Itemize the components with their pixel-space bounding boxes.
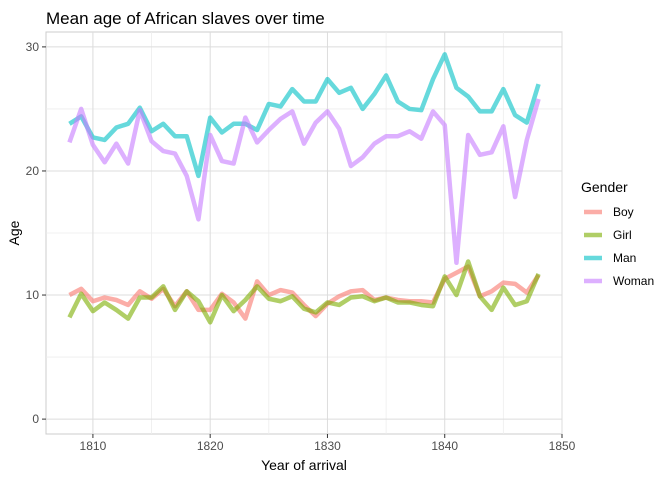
x-tick-label: 1830: [314, 439, 341, 453]
axis-ticks: 1810 1820 1830 1840 1850 0 10 20 30: [26, 40, 576, 453]
chart-title: Mean age of African slaves over time: [46, 9, 325, 28]
x-tick-label: 1810: [80, 439, 107, 453]
series-lines: [67, 52, 541, 325]
y-axis-title: Age: [6, 220, 22, 245]
y-tick-label: 20: [26, 164, 40, 178]
series-line-man: [68, 52, 541, 179]
legend-label-woman: Woman: [613, 274, 654, 288]
series-line-woman: [67, 98, 541, 266]
legend-label-man: Man: [613, 251, 636, 265]
legend-label-girl: Girl: [613, 228, 632, 242]
legend-label-boy: Boy: [613, 205, 634, 219]
x-tick-label: 1840: [431, 439, 458, 453]
legend: Gender Boy Girl Man Woman: [581, 179, 654, 288]
y-tick-label: 0: [32, 412, 39, 426]
x-axis-title: Year of arrival: [261, 457, 347, 473]
legend-title: Gender: [581, 179, 628, 195]
y-tick-label: 30: [26, 40, 40, 54]
x-tick-label: 1850: [549, 439, 576, 453]
y-tick-label: 10: [26, 288, 40, 302]
series-line-girl: [67, 259, 541, 325]
x-tick-label: 1820: [197, 439, 224, 453]
